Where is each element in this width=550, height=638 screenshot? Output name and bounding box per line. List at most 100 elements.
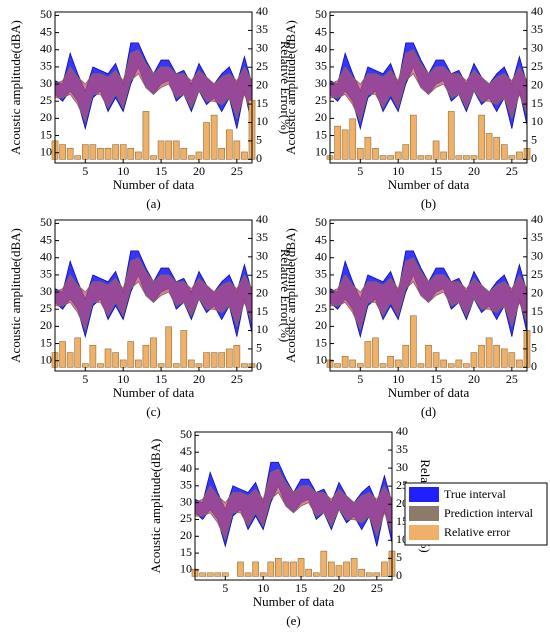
y-tick-label: 25	[40, 301, 52, 315]
x-tick-label: 20	[468, 372, 480, 386]
interval-band	[329, 257, 528, 332]
y-tick-label: 30	[315, 284, 327, 298]
error-bar	[195, 151, 203, 160]
y2-tick-label: 20	[531, 77, 543, 91]
error-bar	[81, 144, 89, 160]
error-bar	[335, 565, 343, 577]
error-bar	[341, 129, 349, 160]
error-bar	[66, 147, 74, 160]
y2-tick-label: 35	[531, 230, 543, 244]
plot-frame	[329, 11, 528, 164]
error-bar	[410, 114, 417, 160]
error-bar	[241, 363, 248, 368]
error-bar	[341, 355, 349, 368]
error-bar	[485, 133, 493, 160]
error-bar	[364, 136, 372, 160]
y2-tick-label: 35	[256, 22, 268, 36]
y2-tick-label: 40	[256, 4, 268, 18]
y2-tick-label: 20	[256, 77, 268, 91]
y2-tick-label: 5	[396, 550, 402, 564]
error-bar	[425, 155, 432, 160]
y2-tick-label: 0	[396, 568, 402, 582]
x-tick-label: 5	[357, 164, 363, 178]
error-bar	[135, 151, 142, 160]
x-tick-label: 10	[117, 164, 129, 178]
x-tick-label: 15	[430, 372, 442, 386]
y-tick-label: 30	[40, 76, 52, 90]
error-bar	[320, 550, 328, 577]
x-tick-label: 15	[430, 164, 442, 178]
error-bar	[218, 147, 226, 160]
y2-tick-label: 20	[531, 285, 543, 299]
error-bar	[89, 144, 97, 160]
y-tick-label: 10	[180, 562, 192, 576]
error-bar	[463, 155, 470, 160]
error-bar	[470, 352, 478, 368]
x-tick-label: 10	[257, 581, 269, 595]
error-bar	[508, 155, 516, 160]
legend-label: Relative error	[444, 525, 510, 539]
y-tick-label: 20	[40, 318, 52, 332]
y-tick-label: 35	[315, 59, 327, 73]
interval-band	[329, 49, 528, 124]
error-bar	[387, 355, 394, 368]
y2-axis-label: Relative Error(%)	[278, 41, 293, 134]
y-tick-label: 45	[40, 232, 52, 246]
panel-label: (a)	[146, 196, 160, 211]
y-tick-label: 45	[180, 444, 192, 458]
y-tick-label: 35	[40, 267, 52, 281]
error-bar	[150, 155, 157, 160]
error-bar	[172, 363, 180, 368]
error-bar	[157, 140, 165, 160]
error-bar	[180, 147, 188, 160]
y2-tick-label: 40	[531, 212, 543, 226]
error-bar	[241, 151, 248, 160]
y-tick-label: 50	[40, 215, 52, 229]
error-bar	[203, 122, 210, 160]
y2-tick-label: 35	[531, 22, 543, 36]
error-bar	[282, 561, 290, 577]
error-bar	[312, 572, 320, 577]
y2-axis-label: Relative Error(%)	[278, 249, 293, 342]
panel-label: (b)	[421, 196, 436, 211]
plot-frame	[194, 431, 393, 581]
x-tick-label: 5	[222, 581, 228, 595]
error-bar	[402, 344, 410, 368]
error-bar	[356, 147, 364, 160]
error-bar	[233, 140, 241, 160]
error-bar	[150, 337, 157, 368]
y2-tick-label: 10	[531, 114, 543, 128]
x-tick-label: 10	[392, 372, 404, 386]
y-tick-label: 40	[40, 250, 52, 264]
y2-tick-label: 40	[396, 424, 408, 438]
y2-tick-label: 25	[531, 267, 543, 281]
error-bar	[447, 363, 455, 368]
error-bar	[104, 348, 112, 368]
error-bar	[364, 341, 372, 368]
x-tick-label: 20	[193, 164, 205, 178]
x-tick-label: 5	[357, 372, 363, 386]
error-bar	[508, 352, 516, 368]
x-tick-label: 20	[333, 581, 345, 595]
x-axis-label: Number of data	[388, 177, 470, 192]
error-bar	[180, 330, 188, 368]
y-axis-label: Acoustic amplitude(dBA)	[283, 228, 298, 363]
x-tick-label: 15	[155, 164, 167, 178]
error-bar	[432, 140, 440, 160]
y-tick-label: 50	[315, 215, 327, 229]
y-tick-label: 45	[315, 232, 327, 246]
error-bar	[381, 561, 388, 577]
y2-tick-label: 40	[531, 4, 543, 18]
error-bar	[210, 114, 218, 160]
interval-band	[194, 468, 393, 541]
error-bar	[394, 359, 402, 368]
y-tick-label: 50	[40, 7, 52, 21]
y2-tick-label: 5	[531, 341, 537, 355]
error-bar	[127, 147, 135, 160]
y-tick-label: 50	[315, 7, 327, 21]
y2-tick-label: 15	[531, 96, 543, 110]
y-tick-label: 25	[40, 93, 52, 107]
y2-tick-label: 35	[256, 230, 268, 244]
error-bar	[59, 341, 66, 368]
